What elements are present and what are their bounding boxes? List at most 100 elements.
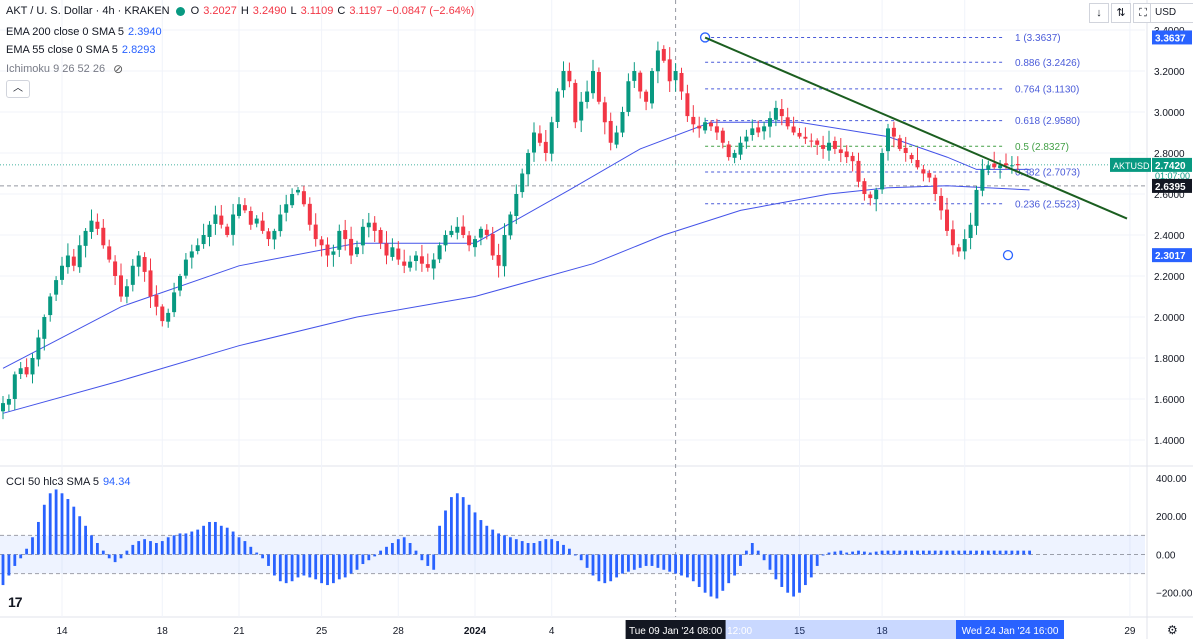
cci-bar — [668, 554, 672, 572]
cci-bar — [922, 550, 925, 555]
trendline-line[interactable] — [704, 36, 1128, 220]
chevron-up-icon[interactable]: ︿ — [6, 80, 30, 98]
cci-bar — [125, 550, 129, 555]
cci-label[interactable]: CCI 50 hlc3 SMA 5 — [6, 476, 99, 488]
candle-body — [408, 261, 413, 268]
fib-level-label: 0.764 (3.1130) — [1015, 84, 1079, 95]
cci-bar — [963, 550, 967, 555]
candle-body — [1, 403, 5, 412]
gear-icon[interactable]: ⚙ — [1167, 623, 1178, 637]
candle-body — [478, 228, 483, 238]
fib-anchor-top[interactable] — [699, 32, 711, 43]
cci-histogram — [0, 489, 1145, 599]
candle-body — [183, 259, 188, 276]
candle-body — [496, 254, 501, 266]
cci-bar — [945, 550, 949, 555]
candle-body — [48, 296, 53, 316]
cci-bar — [721, 554, 725, 591]
arrow-down-icon[interactable]: ↓ — [1089, 3, 1109, 23]
cci-bar — [290, 554, 294, 582]
market-status-icon — [175, 6, 185, 16]
candle-body — [301, 191, 306, 205]
time-tick-label: 2024 — [464, 626, 487, 637]
ema55-label[interactable]: EMA 55 close 0 SMA 5 — [6, 44, 118, 56]
candle-body — [467, 235, 472, 246]
candle-body — [349, 238, 354, 256]
cci-bar — [379, 550, 382, 555]
candle-body — [868, 194, 873, 199]
candle-body — [520, 173, 525, 193]
cci-legend[interactable]: CCI 50 hlc3 SMA 5 94.34 — [6, 476, 130, 488]
symbol-legend[interactable]: AKT / U. S. Dollar · 4h · KRAKEN O 3.2027… — [6, 5, 474, 17]
ema55-legend[interactable]: EMA 55 close 0 SMA 5 2.8293 — [6, 44, 156, 56]
chart-toolbar: ↓ ⇅ ⛶ — [1087, 3, 1153, 23]
fib-retracement[interactable]: 1 (3.3637) 0.886 (3.2426) 0.764 (3.1130) 0.… — [699, 32, 1080, 261]
fib-level-label: 0.236 (2.5523) — [1015, 199, 1080, 210]
candle-body — [431, 259, 436, 269]
change-value: −0.0847 (−2.64%) — [386, 5, 475, 17]
price-tick-label: 3.2000 — [1154, 67, 1185, 78]
cci-bar — [827, 552, 831, 555]
candle-body — [508, 214, 513, 236]
cci-bar — [497, 533, 500, 555]
cci-bar — [615, 554, 618, 578]
candle-body — [437, 245, 442, 260]
candle-body — [42, 317, 47, 339]
cci-bar — [467, 504, 471, 555]
candle-body — [331, 251, 336, 255]
candle-body — [390, 247, 395, 257]
cci-bar — [880, 550, 884, 555]
candle-body — [254, 218, 259, 224]
trendline[interactable] — [704, 36, 1128, 220]
swap-icon[interactable]: ⇅ — [1111, 3, 1131, 23]
candle-body — [425, 264, 430, 268]
ema-lines — [2, 121, 1030, 414]
candle-body — [909, 155, 914, 160]
cci-bar — [308, 554, 312, 578]
candle-body — [797, 132, 802, 137]
cci-bar — [432, 554, 436, 570]
candle-body — [785, 117, 790, 127]
candle-body — [378, 229, 383, 244]
candle-body — [880, 153, 885, 190]
eye-off-icon[interactable]: ⊘ — [113, 62, 124, 76]
currency-select[interactable]: USD — [1150, 3, 1193, 23]
fib-anchor-bottom[interactable] — [1002, 250, 1014, 261]
cci-bar — [703, 554, 707, 593]
ema200-legend[interactable]: EMA 200 close 0 SMA 5 2.3940 — [6, 26, 162, 38]
cci-bar — [178, 533, 182, 555]
high-label: H — [240, 5, 249, 17]
cci-bar — [1, 554, 5, 586]
candle-body — [773, 107, 778, 120]
candle-body — [986, 165, 991, 170]
candle-body — [673, 71, 678, 81]
cci-bar — [992, 550, 996, 555]
cci-bar — [19, 554, 23, 559]
cci-bar — [219, 525, 223, 555]
ichimoku-legend[interactable]: Ichimoku 9 26 52 26 ⊘ — [6, 62, 123, 76]
cci-bar — [326, 554, 329, 586]
cci-bar — [727, 554, 731, 584]
cci-bar — [916, 550, 919, 555]
cci-bar — [969, 550, 972, 555]
candle-body — [307, 203, 312, 225]
cci-bar — [904, 550, 908, 555]
candle-body — [915, 159, 920, 168]
candle-body — [130, 265, 135, 285]
cci-bar — [320, 554, 323, 584]
cci-bar — [243, 541, 247, 555]
candle-body — [815, 140, 820, 145]
cci-tick-label: 0.00 — [1156, 550, 1176, 561]
candle-body — [709, 122, 713, 127]
candle-body — [443, 235, 448, 246]
candle-body — [874, 189, 879, 200]
cci-bar — [355, 554, 359, 570]
time-range-highlight — [725, 620, 973, 639]
symbol-title[interactable]: AKT / U. S. Dollar · 4h · KRAKEN — [6, 5, 170, 17]
time-tick-label: 28 — [393, 626, 405, 637]
candle-body — [6, 399, 11, 405]
ichimoku-label[interactable]: Ichimoku 9 26 52 26 — [6, 63, 106, 75]
candle-body — [532, 132, 536, 153]
ema200-label[interactable]: EMA 200 close 0 SMA 5 — [6, 26, 125, 38]
